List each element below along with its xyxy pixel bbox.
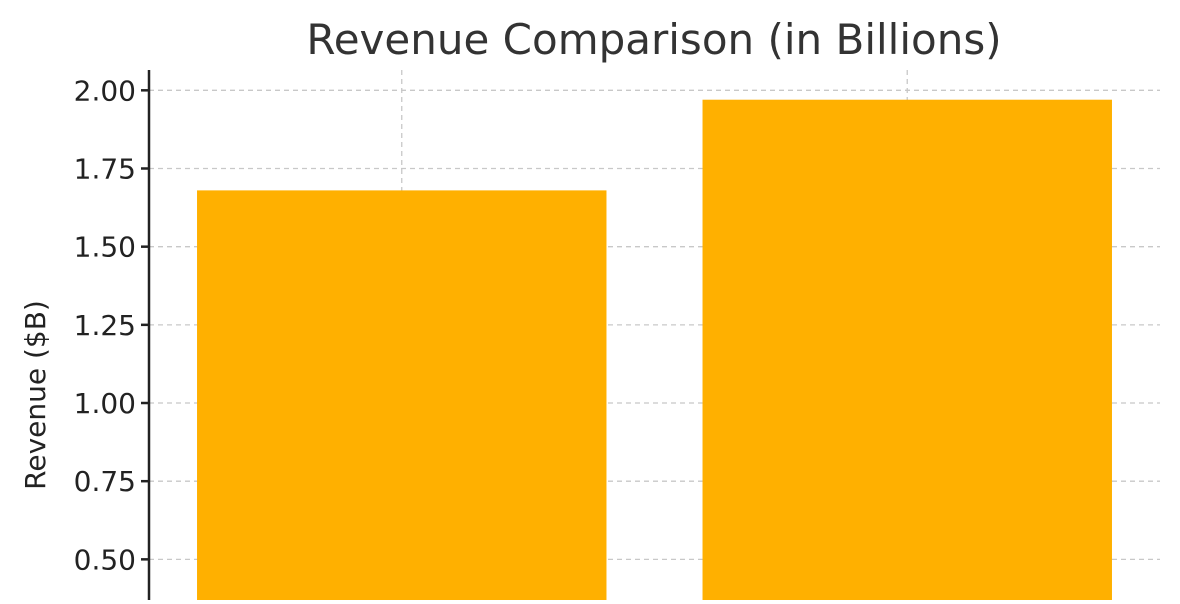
- y-tick-label: 2.00: [74, 74, 136, 107]
- y-tick-label: 0.50: [74, 543, 136, 576]
- chart-title: Revenue Comparison (in Billions): [306, 15, 1001, 64]
- y-tick-label: 1.25: [74, 309, 136, 342]
- bars-layer: [197, 99, 1112, 600]
- y-axis-label: Revenue ($B): [19, 300, 52, 490]
- y-tick-label: 1.75: [74, 152, 136, 185]
- y-tick-label: 1.00: [74, 387, 136, 420]
- y-tick-label: 0.75: [74, 465, 136, 498]
- y-tick-layer: 0.50 0.75 1.00 1.25 1.50 1.75 2.00: [74, 74, 149, 576]
- bar-2: [702, 99, 1112, 600]
- bar-1: [197, 190, 607, 600]
- y-tick-label: 1.50: [74, 231, 136, 264]
